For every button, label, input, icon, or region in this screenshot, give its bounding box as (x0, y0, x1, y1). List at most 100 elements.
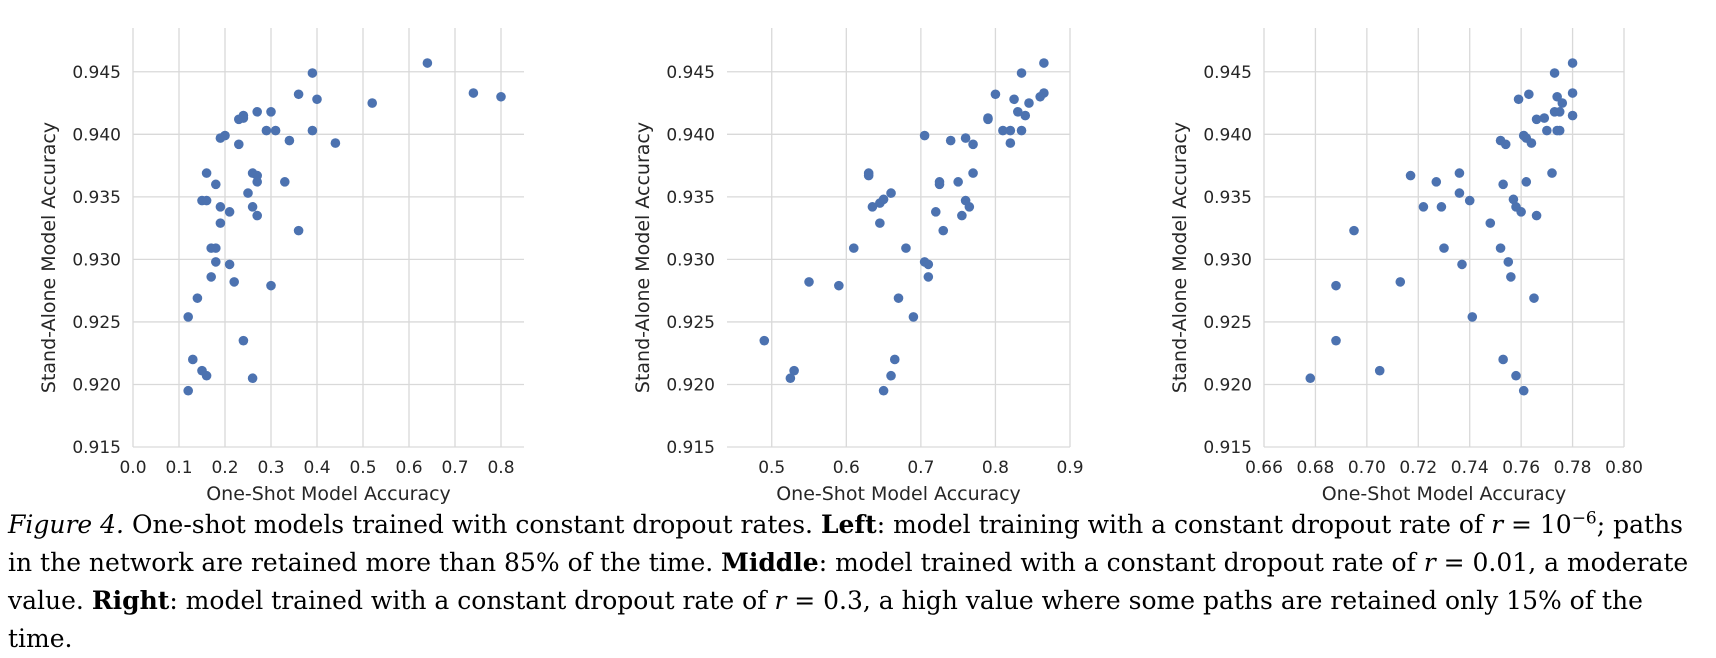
data-point (468, 88, 479, 98)
data-point (192, 293, 203, 303)
data-point (247, 202, 258, 212)
data-point (1539, 113, 1550, 123)
data-point (1464, 195, 1475, 206)
y-axis-label: Stand-Alone Model Accuracy (1169, 122, 1191, 393)
data-point (1506, 272, 1516, 282)
data-point (1508, 194, 1519, 205)
data-point (1039, 58, 1049, 68)
caption-left-text: : model training with a constant dropout… (876, 510, 1492, 539)
x-tick-label: 0.9 (1056, 458, 1083, 478)
data-point (270, 125, 281, 136)
x-tick-label: 0.5 (349, 458, 376, 478)
y-tick-label: 0.930 (72, 250, 121, 270)
x-tick-label: 0.8 (982, 458, 1009, 478)
data-point (1529, 293, 1539, 303)
data-point (243, 188, 253, 198)
data-point (247, 373, 258, 384)
data-point (1331, 280, 1341, 291)
data-point (307, 125, 318, 136)
data-point (201, 370, 212, 381)
data-point (266, 280, 276, 291)
data-point (307, 68, 318, 78)
scatter-chart-middle: 0.5 0.6 0.7 0.8 0.9 0.915 0.920 0.925 0.930 0.935… (632, 28, 1084, 505)
data-point (252, 210, 262, 221)
data-point (1039, 88, 1049, 98)
x-tick-label: 0.6 (395, 458, 422, 478)
data-point (901, 243, 911, 253)
figure-caption: Figure 4. One-shot models trained with c… (8, 506, 1708, 658)
data-point (238, 335, 249, 346)
data-point (1511, 370, 1521, 381)
data-point (312, 94, 322, 105)
data-point (878, 194, 889, 205)
y-tick-label: 0.935 (1203, 188, 1252, 208)
data-point (224, 259, 235, 270)
data-point (953, 177, 963, 187)
x-tick-label: 0.2 (211, 458, 238, 478)
scatter-chart-right: 0.66 0.68 0.70 0.72 0.74 0.76 0.78 0.80 0.915 0.9… (1169, 28, 1643, 505)
data-point (1542, 125, 1552, 136)
data-point (923, 272, 934, 282)
data-point (261, 125, 272, 136)
data-point (1557, 98, 1568, 108)
data-point (1503, 257, 1514, 267)
y-tick-label: 0.940 (72, 125, 121, 145)
data-point (238, 113, 249, 123)
data-point (834, 280, 844, 291)
data-point (1305, 373, 1316, 384)
data-point (1498, 354, 1508, 365)
data-point (1547, 168, 1557, 178)
data-point (1374, 365, 1385, 376)
caption-middle-eq: = 0.01 (1435, 548, 1529, 577)
data-point (293, 225, 304, 236)
data-point (957, 210, 967, 221)
data-point (930, 207, 941, 217)
data-point (266, 107, 276, 117)
caption-right-text: : model trained with a constant dropout … (169, 586, 775, 615)
data-point (220, 130, 230, 141)
data-point (1485, 218, 1496, 228)
data-point (229, 277, 239, 287)
y-tick-label: 0.940 (666, 125, 715, 145)
data-point (201, 195, 212, 206)
data-point (1024, 98, 1034, 108)
figure-charts: 0.0 0.1 0.2 0.3 0.4 0.5 0.6 0.7 0.8 0.915 0.920 0.9… (38, 28, 1643, 505)
x-tick-label: 0.5 (758, 458, 785, 478)
caption-left-eq: = 10 (1503, 510, 1572, 539)
data-point (1500, 139, 1511, 150)
data-point (1531, 210, 1542, 221)
data-point (893, 293, 904, 303)
data-point (934, 179, 945, 190)
x-tick-label: 0.7 (441, 458, 468, 478)
data-point (367, 98, 378, 108)
data-point (968, 168, 978, 178)
data-point (998, 125, 1008, 136)
x-tick-label: 0.72 (1399, 458, 1437, 478)
data-point (206, 272, 216, 282)
y-tick-label: 0.945 (666, 63, 715, 83)
data-point (785, 373, 796, 384)
x-tick-label: 0.80 (1605, 458, 1643, 478)
data-point (1531, 114, 1542, 125)
data-point (234, 139, 244, 150)
y-tick-label: 0.925 (72, 313, 121, 333)
data-point (1526, 138, 1537, 148)
data-point (1016, 125, 1027, 136)
data-point (945, 135, 956, 146)
data-point (1516, 207, 1526, 217)
scatter-chart-left: 0.0 0.1 0.2 0.3 0.4 0.5 0.6 0.7 0.8 0.915 0.920 0.9… (38, 28, 524, 505)
data-point (1567, 58, 1578, 68)
data-point (252, 177, 262, 187)
y-tick-label: 0.915 (72, 438, 121, 458)
data-point (960, 133, 971, 143)
data-point (1454, 188, 1465, 198)
data-point (224, 207, 235, 217)
data-point (1513, 94, 1524, 105)
y-tick-label: 0.920 (72, 375, 121, 395)
x-tick-label: 0.4 (303, 458, 330, 478)
caption-left-rest: ; paths in the network are retained more… (8, 510, 1684, 577)
y-tick-label: 0.935 (666, 188, 715, 208)
x-tick-label: 0.68 (1296, 458, 1334, 478)
y-tick-label: 0.945 (72, 63, 121, 83)
data-point (1013, 107, 1023, 117)
